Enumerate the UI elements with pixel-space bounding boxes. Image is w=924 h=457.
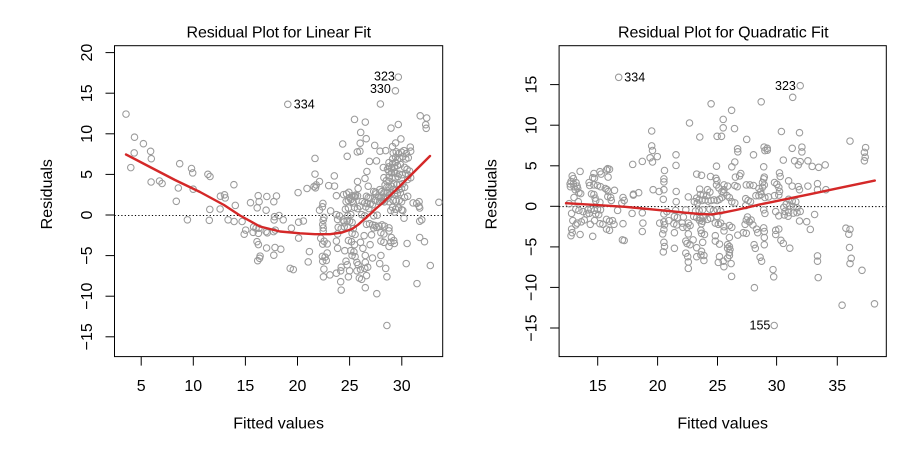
svg-text:Residuals: Residuals [39,159,56,229]
svg-text:−15: −15 [523,314,540,341]
svg-text:Fitted values: Fitted values [233,415,324,432]
svg-text:−10: −10 [523,274,540,301]
svg-text:15: 15 [237,378,255,395]
svg-text:10: 10 [79,125,96,143]
svg-text:Residuals: Residuals [483,159,500,229]
svg-text:30: 30 [393,378,411,395]
svg-text:10: 10 [523,116,540,134]
svg-text:334: 334 [294,98,315,112]
svg-text:5: 5 [137,378,146,395]
svg-text:25: 25 [341,378,359,395]
svg-text:330: 330 [370,82,391,96]
svg-text:10: 10 [184,378,202,395]
svg-text:5: 5 [523,161,540,170]
svg-text:−5: −5 [79,246,96,264]
svg-text:−10: −10 [79,283,96,310]
svg-text:Residual Plot for Linear Fit: Residual Plot for Linear Fit [187,25,372,42]
svg-text:15: 15 [79,84,96,102]
svg-text:155: 155 [750,319,771,333]
svg-text:20: 20 [289,378,307,395]
svg-text:15: 15 [589,378,607,395]
svg-text:334: 334 [624,71,645,85]
svg-text:30: 30 [768,378,786,395]
svg-text:25: 25 [709,378,727,395]
svg-text:20: 20 [79,44,96,62]
svg-text:0: 0 [79,210,96,219]
svg-text:20: 20 [649,378,667,395]
svg-text:0: 0 [523,202,540,211]
svg-text:5: 5 [79,170,96,179]
svg-text:−15: −15 [79,323,96,350]
svg-text:323: 323 [374,70,395,84]
svg-text:15: 15 [523,76,540,94]
svg-text:323: 323 [775,79,796,93]
svg-text:Residual Plot for Quadratic Fi: Residual Plot for Quadratic Fit [618,25,829,42]
svg-text:35: 35 [828,378,846,395]
svg-text:−5: −5 [523,238,540,256]
svg-text:Fitted values: Fitted values [677,415,768,432]
